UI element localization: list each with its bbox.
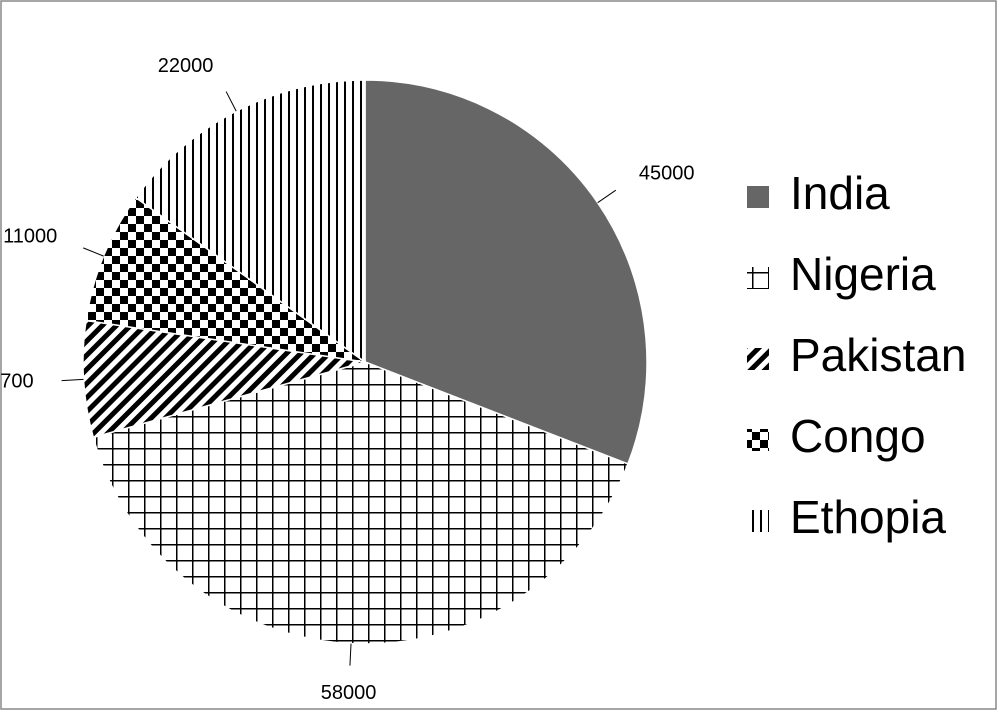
legend-label: Pakistan [790, 329, 966, 381]
legend-swatch [747, 510, 769, 532]
leader-line [597, 189, 617, 204]
leader-line [349, 643, 352, 666]
legend-label: Nigeria [790, 248, 936, 300]
leader-line [225, 91, 237, 112]
data-label: 9700 [0, 371, 34, 393]
legend-swatch [747, 186, 769, 208]
leader-line [83, 247, 104, 257]
legend-swatch [747, 429, 769, 451]
leader-line [61, 378, 84, 382]
data-label: 11000 [3, 226, 57, 248]
data-label: 45000 [639, 163, 695, 185]
pie-slice [82, 319, 366, 439]
data-label: 58000 [321, 682, 377, 704]
legend-swatch [747, 267, 769, 289]
legend-swatch [747, 348, 769, 370]
legend-label: Congo [790, 410, 926, 462]
data-label: 22000 [158, 55, 214, 77]
legend-label: Ethopia [790, 491, 946, 543]
legend-label: India [790, 167, 890, 219]
pie-slice [92, 361, 629, 645]
